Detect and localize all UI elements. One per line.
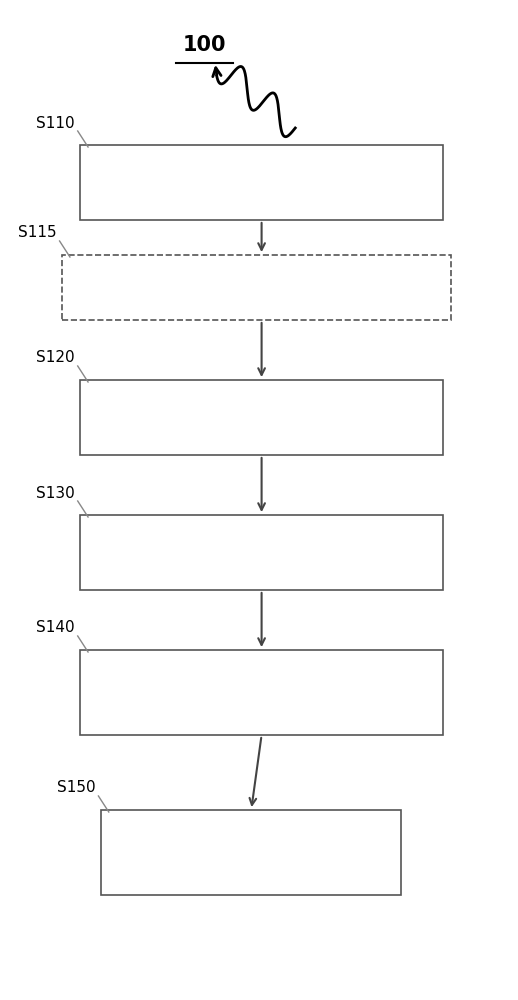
Bar — [80, 515, 443, 590]
Bar — [101, 810, 401, 895]
Text: S130: S130 — [36, 486, 75, 500]
Bar — [80, 650, 443, 735]
Bar — [80, 145, 443, 220]
Text: 100: 100 — [183, 35, 226, 55]
Bar — [80, 380, 443, 455]
Text: S110: S110 — [36, 115, 75, 130]
Text: S140: S140 — [36, 620, 75, 636]
Bar — [62, 255, 451, 320]
Text: S115: S115 — [18, 225, 57, 240]
Text: S150: S150 — [57, 780, 96, 796]
Text: S120: S120 — [36, 351, 75, 365]
